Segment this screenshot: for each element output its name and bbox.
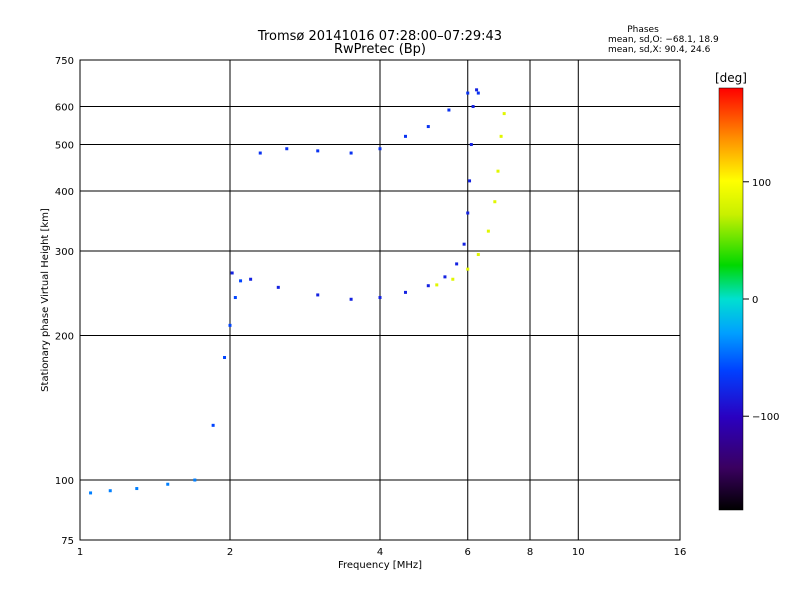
x-tick-label: 2	[227, 547, 233, 558]
data-point	[426, 125, 430, 129]
stats-header: Phases	[627, 25, 659, 35]
data-point	[455, 262, 459, 266]
x-tick-label: 6	[465, 547, 471, 558]
x-tick-label: 8	[527, 547, 533, 558]
data-point	[502, 112, 506, 116]
data-point	[462, 242, 466, 246]
data-point	[135, 487, 139, 491]
data-point	[466, 267, 470, 271]
data-point	[443, 275, 447, 279]
data-point	[108, 489, 112, 493]
data-point	[316, 149, 320, 153]
data-point	[258, 151, 262, 155]
data-point	[316, 293, 320, 297]
x-tick-label: 4	[377, 547, 383, 558]
data-point	[349, 297, 353, 301]
y-tick-label: 300	[55, 247, 74, 258]
data-point	[285, 147, 289, 151]
plot-area: 1 2 4 6 8 10 16 75 100 200 300 400 500 600 750	[55, 56, 686, 558]
data-point	[469, 143, 473, 147]
x-axis-ticks: 1 2 4 6 8 10 16	[77, 547, 687, 558]
data-point	[435, 283, 439, 287]
colorbar-tick-label: 100	[752, 178, 771, 189]
x-tick-label: 10	[572, 547, 585, 558]
colorbar-label: [deg]	[715, 71, 747, 85]
data-point	[447, 108, 451, 112]
data-point	[228, 323, 232, 327]
x-tick-label: 1	[77, 547, 83, 558]
colorbar: [deg] 100 0 −100	[715, 71, 779, 511]
y-tick-label: 400	[55, 187, 74, 198]
data-point	[471, 105, 475, 109]
data-point	[493, 200, 497, 204]
data-point	[403, 134, 407, 138]
data-point	[486, 229, 490, 233]
data-point	[378, 147, 382, 151]
y-axis-ticks: 75 100 200 300 400 500 600 750	[55, 56, 74, 547]
data-point	[193, 478, 197, 482]
x-tick-label: 16	[674, 547, 687, 558]
data-point	[468, 179, 472, 183]
y-tick-label: 500	[55, 141, 74, 152]
data-point	[476, 253, 480, 257]
y-tick-label: 200	[55, 332, 74, 343]
data-points-layer	[89, 88, 506, 495]
stats-line-x: mean, sd,X: 90.4, 24.6	[608, 45, 711, 55]
y-axis-label: Stationary phase Virtual Height [km]	[40, 208, 51, 392]
data-point	[403, 290, 407, 294]
colorbar-tick-label: −100	[752, 412, 779, 423]
data-point	[233, 296, 237, 300]
data-point	[466, 91, 470, 95]
colorbar-ticks: 100 0 −100	[743, 178, 779, 423]
y-tick-label: 600	[55, 103, 74, 114]
data-point	[211, 423, 215, 427]
data-point	[466, 211, 470, 215]
data-point	[166, 482, 170, 486]
data-point	[378, 296, 382, 300]
data-point	[223, 355, 227, 359]
data-point	[451, 277, 455, 281]
data-point	[249, 277, 253, 281]
data-point	[426, 284, 430, 288]
data-point	[89, 491, 93, 495]
chart-title: Tromsø 20141016 07:28:00–07:29:43	[257, 29, 502, 44]
data-point	[349, 151, 353, 155]
data-point	[276, 285, 280, 289]
y-tick-label: 750	[55, 56, 74, 67]
data-point	[476, 91, 480, 95]
colorbar-gradient	[718, 87, 744, 511]
colorbar-tick-label: 0	[752, 295, 758, 306]
grid-layer	[80, 60, 680, 540]
data-point	[475, 88, 479, 92]
y-tick-label: 75	[61, 536, 74, 547]
data-point	[230, 271, 234, 275]
data-point	[239, 279, 243, 283]
chart-subtitle: RwPretec (Bp)	[334, 42, 426, 57]
y-tick-label: 100	[55, 476, 74, 487]
stats-line-o: mean, sd,O: −68.1, 18.9	[608, 35, 719, 45]
data-point	[499, 134, 503, 138]
data-point	[496, 169, 500, 173]
x-axis-label: Frequency [MHz]	[338, 560, 422, 571]
